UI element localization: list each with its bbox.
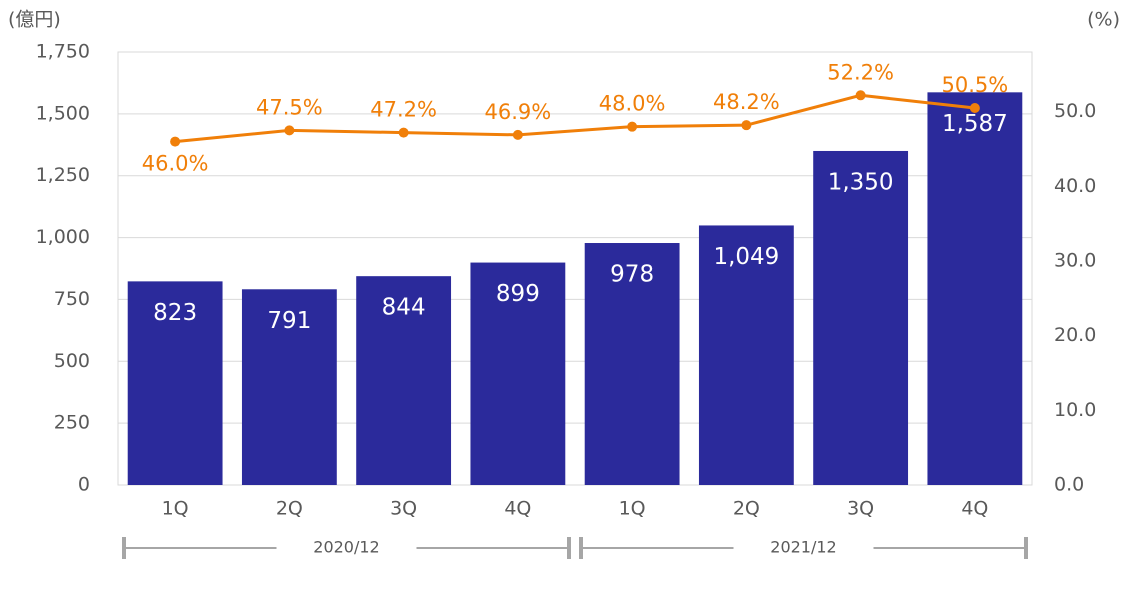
x-tick-label: 2Q	[276, 498, 303, 520]
y-tick-label: 750	[54, 288, 90, 310]
line	[174, 93, 976, 144]
bar	[698, 225, 794, 485]
bar	[470, 262, 566, 485]
y2-tick-label: 50.0	[1054, 100, 1096, 122]
line-point	[398, 127, 409, 138]
bar	[584, 243, 680, 485]
line-value-label: 47.5%	[256, 95, 323, 119]
bar	[241, 289, 337, 485]
bar	[127, 281, 223, 485]
line-point	[170, 136, 181, 147]
bar-value-label: 1,350	[828, 169, 894, 195]
line-value-label: 47.2%	[370, 98, 437, 122]
bar	[927, 92, 1023, 485]
bar	[356, 276, 452, 485]
y2-unit-label: (%)	[1087, 9, 1120, 31]
group-cap	[1024, 537, 1028, 559]
group-cap	[122, 537, 126, 559]
group-label: 2021/12	[770, 538, 836, 557]
x-tick-label: 1Q	[162, 498, 189, 520]
line-point	[741, 120, 752, 131]
plot-frame	[117, 51, 1033, 486]
bar	[813, 150, 909, 485]
line-value-label: 50.5%	[942, 73, 1009, 97]
y2-tick-label: 30.0	[1054, 250, 1096, 272]
bar-value-label: 1,049	[713, 244, 779, 270]
line-point	[855, 90, 866, 101]
line-value-label: 48.0%	[599, 92, 666, 116]
y-tick-label: 1,000	[36, 226, 90, 248]
x-tick-label: 2Q	[733, 498, 760, 520]
y2-tick-label: 10.0	[1054, 399, 1096, 421]
line-point	[627, 121, 638, 132]
y2-tick-label: 40.0	[1054, 175, 1096, 197]
x-tick-label: 4Q	[961, 498, 988, 520]
bar-value-label: 899	[496, 281, 540, 307]
y2-tick-label: 20.0	[1054, 324, 1096, 346]
bar-value-label: 823	[153, 300, 197, 326]
y-tick-label: 1,250	[36, 164, 90, 186]
x-tick-label: 3Q	[390, 498, 417, 520]
group-cap	[579, 537, 583, 559]
bar-value-label: 1,587	[942, 111, 1008, 137]
bar-value-label: 791	[267, 308, 311, 334]
line-value-label: 48.2%	[713, 90, 780, 114]
x-tick-label: 1Q	[619, 498, 646, 520]
bar-value-label: 844	[382, 295, 426, 321]
y-tick-label: 1,500	[36, 102, 90, 124]
y-unit-label: (億円)	[8, 9, 61, 31]
bar-value-label: 978	[610, 262, 654, 288]
line-point	[512, 129, 523, 140]
x-tick-label: 3Q	[847, 498, 874, 520]
line-value-label: 52.2%	[827, 60, 894, 84]
y2-tick-label: 0.0	[1054, 474, 1084, 496]
x-tick-label: 4Q	[504, 498, 531, 520]
line-point	[969, 102, 980, 113]
y-tick-label: 1,750	[36, 41, 90, 63]
y-tick-label: 250	[54, 412, 90, 434]
y-tick-label: 0	[78, 474, 90, 496]
line-point	[284, 125, 295, 136]
line-value-label: 46.9%	[485, 100, 552, 124]
y-tick-label: 500	[54, 350, 90, 372]
group-label: 2020/12	[313, 538, 379, 557]
group-cap	[567, 537, 571, 559]
line-value-label: 46.0%	[142, 152, 209, 176]
